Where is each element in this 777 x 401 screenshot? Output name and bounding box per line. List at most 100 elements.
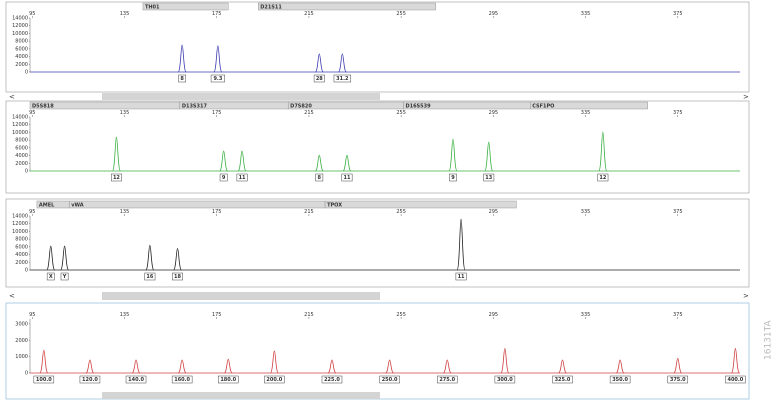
x-tick-label: 175 [212,312,222,318]
allele-label: 180.0 [220,377,236,383]
x-tick-label: 135 [120,312,130,318]
allele-label: 31.2 [336,76,349,82]
allele-label: 16 [146,274,153,280]
y-tick-label: 0 [25,371,28,377]
y-tick-label: 2000 [15,62,28,68]
locus-name: TPOX [327,202,342,208]
y-tick-label: 8000 [15,138,28,144]
panel-frame [5,198,750,288]
peak [500,348,510,374]
y-tick-label: 4000 [15,153,28,159]
x-tick-label: 295 [489,110,499,116]
allele-box [264,375,285,384]
peak [558,359,567,374]
x-tick-label: 135 [120,209,130,215]
peak [327,359,337,374]
allele-box [219,173,228,182]
peak [269,350,279,374]
y-tick-label: 2000 [15,260,28,266]
x-tick-label: 215 [304,110,314,116]
allele-box [171,375,193,384]
scrollbar[interactable] [102,392,380,399]
allele-label: 11 [343,175,350,181]
peak [385,359,394,374]
panel-frame [5,1,750,93]
peak [46,245,56,271]
allele-label: 225.0 [324,377,340,383]
x-tick-label: 255 [396,209,406,215]
allele-label: 11 [239,175,246,181]
allele-box [321,375,343,384]
allele-box [236,173,248,182]
peak [456,218,466,271]
x-tick-label: 295 [489,11,499,17]
locus-name: D5S818 [32,103,54,109]
allele-box [436,375,458,384]
allele-box [552,375,573,384]
peak [39,349,49,374]
allele-box [667,375,689,384]
x-tick-label: 135 [120,110,130,116]
allele-box [341,173,353,182]
x-tick-label: 375 [673,209,683,215]
allele-box [33,375,55,384]
x-tick-label: 255 [396,312,406,318]
panel-frame [5,302,750,400]
peak [314,154,324,172]
peak [314,53,324,73]
x-tick-label: 335 [581,11,591,17]
x-tick-label: 95 [29,209,35,215]
y-tick-label: 4000 [15,54,28,60]
allele-box [597,173,609,182]
y-tick-label: 10000 [12,130,28,136]
allele-label: 12 [113,175,120,181]
allele-label: 350.0 [612,377,628,383]
allele-box [46,272,55,281]
y-tick-label: 12000 [12,23,28,29]
allele-label: 140.0 [128,377,144,383]
x-tick-label: 95 [29,312,35,318]
allele-box [79,375,101,384]
allele-label: 9 [451,175,455,181]
allele-label: 13 [485,175,492,181]
x-tick-label: 175 [212,209,222,215]
svg-text:<: < [9,93,15,101]
peak [673,357,683,374]
allele-box [333,74,352,83]
y-tick-label: 6000 [15,145,28,151]
x-tick-label: 375 [673,312,683,318]
allele-box [125,375,147,384]
allele-label: 18 [174,274,181,280]
allele-label: 100.0 [36,377,52,383]
y-tick-label: 2000 [15,161,28,167]
allele-label: 12 [599,175,606,181]
scrollbar[interactable]: < > [9,292,749,300]
x-tick-label: 95 [29,110,35,116]
allele-label: 9.3 [213,76,222,82]
svg-text:<: < [9,292,15,300]
allele-label: 28 [316,76,323,82]
allele-box [172,272,183,281]
y-tick-label: 12000 [12,221,28,227]
allele-box [178,74,186,83]
allele-label: 375.0 [670,377,686,383]
allele-box [110,173,122,182]
allele-box [449,173,457,182]
x-tick-label: 215 [304,11,314,17]
locus-bar [258,2,436,11]
scrollbar[interactable]: < > [9,93,749,101]
peak [213,45,223,73]
allele-box [455,272,467,281]
peak [337,53,347,73]
peak [131,359,141,374]
panel-frame [5,100,750,194]
x-tick-label: 255 [396,110,406,116]
allele-box [494,375,516,384]
peak [145,244,155,271]
allele-label: 400.0 [727,377,743,383]
peak [85,359,95,374]
peak [237,150,247,172]
peak [443,359,452,374]
x-tick-label: 175 [212,110,222,116]
